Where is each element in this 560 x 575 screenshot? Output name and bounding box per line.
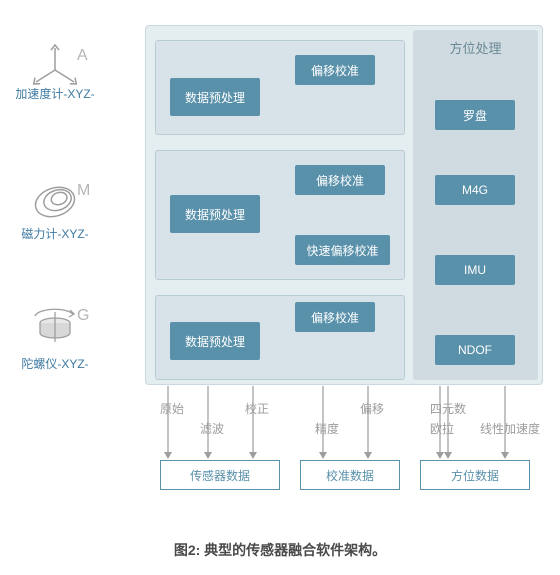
- svg-text:M: M: [77, 182, 90, 199]
- bus-label-5: 四元数: [430, 400, 466, 417]
- svg-text:A: A: [77, 47, 88, 64]
- node-o3: IMU: [435, 255, 515, 285]
- node-c1: 偏移校准: [295, 55, 375, 85]
- sensor-label-gyro: 陀螺仪-XYZ-: [10, 355, 100, 372]
- bus-label-4: 偏移: [360, 400, 384, 417]
- bus-label-7: 线性加速度: [480, 420, 540, 437]
- node-c2: 偏移校准: [295, 165, 385, 195]
- bus-label-3: 精度: [315, 420, 339, 437]
- sensor-label-accel: 加速度计-XYZ-: [10, 85, 100, 102]
- bus-label-0: 原始: [160, 400, 184, 417]
- figure-caption: 图2: 典型的传感器融合软件架构。: [0, 540, 560, 560]
- bus-label-2: 校正: [245, 400, 269, 417]
- node-p3: 数据预处理: [170, 322, 260, 360]
- bus-label-1: 滤波: [200, 420, 224, 437]
- output-node-2: 方位数据: [420, 460, 530, 490]
- output-node-1: 校准数据: [300, 460, 400, 490]
- node-p1: 数据预处理: [170, 78, 260, 116]
- sensor-label-mag: 磁力计-XYZ-: [10, 225, 100, 242]
- node-o4: NDOF: [435, 335, 515, 365]
- node-o1: 罗盘: [435, 100, 515, 130]
- node-o2: M4G: [435, 175, 515, 205]
- node-c4: 偏移校准: [295, 302, 375, 332]
- orientation-panel: [413, 30, 538, 380]
- output-node-0: 传感器数据: [160, 460, 280, 490]
- node-p2: 数据预处理: [170, 195, 260, 233]
- node-c3: 快速偏移校准: [295, 235, 390, 265]
- bus-label-6: 欧拉: [430, 420, 454, 437]
- svg-text:G: G: [77, 307, 89, 324]
- orientation-title: 方位处理: [413, 38, 538, 57]
